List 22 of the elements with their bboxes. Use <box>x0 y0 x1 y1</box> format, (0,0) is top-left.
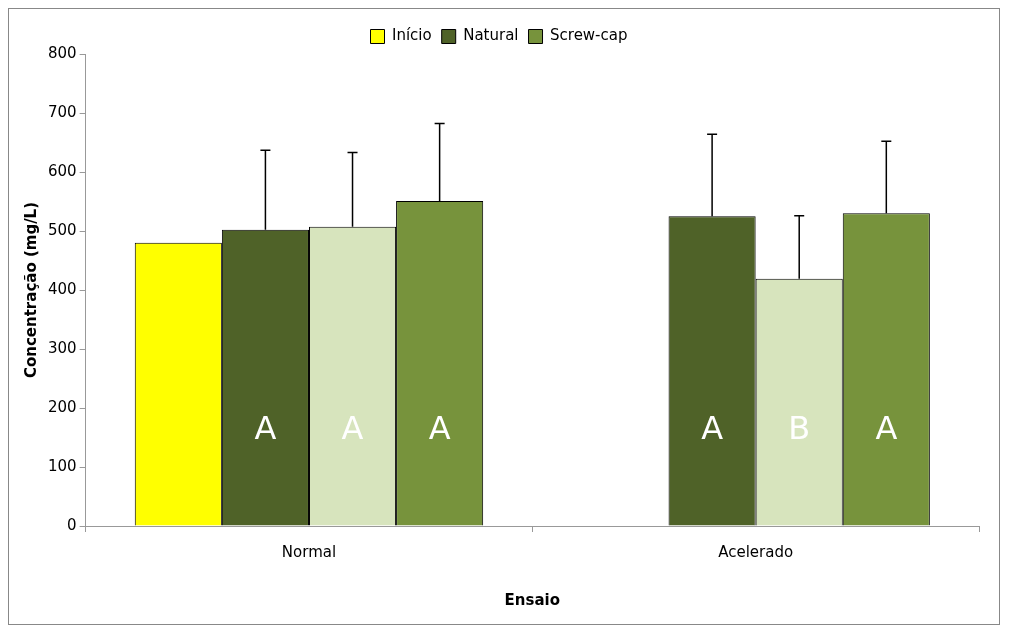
y-tick-label: 0 <box>67 515 77 534</box>
data-label: B <box>788 408 811 447</box>
y-tick-label: 300 <box>47 338 77 357</box>
data-label: A <box>341 408 364 447</box>
legend-label: Natural <box>463 26 519 45</box>
legend-label: Screw-cap <box>550 26 628 45</box>
data-label: A <box>701 408 724 447</box>
y-tick-label: 800 <box>47 43 77 62</box>
data-label: A <box>428 408 451 447</box>
y-tick-label: 700 <box>47 102 77 121</box>
y-tick-label: 600 <box>47 161 77 180</box>
legend-label: Início <box>392 26 432 45</box>
y-tick-label: 200 <box>47 397 77 416</box>
y-tick-label: 500 <box>47 220 77 239</box>
x-tick-label: Acelerado <box>718 542 794 561</box>
x-tick-label: Normal <box>281 542 337 561</box>
data-label: A <box>254 408 277 447</box>
x-axis-title: Ensaio <box>504 590 561 609</box>
data-label: A <box>875 408 898 447</box>
y-tick-label: 400 <box>47 279 77 298</box>
y-axis-title: Concentração (mg/L) <box>21 201 40 379</box>
y-tick-label: 100 <box>47 456 77 475</box>
